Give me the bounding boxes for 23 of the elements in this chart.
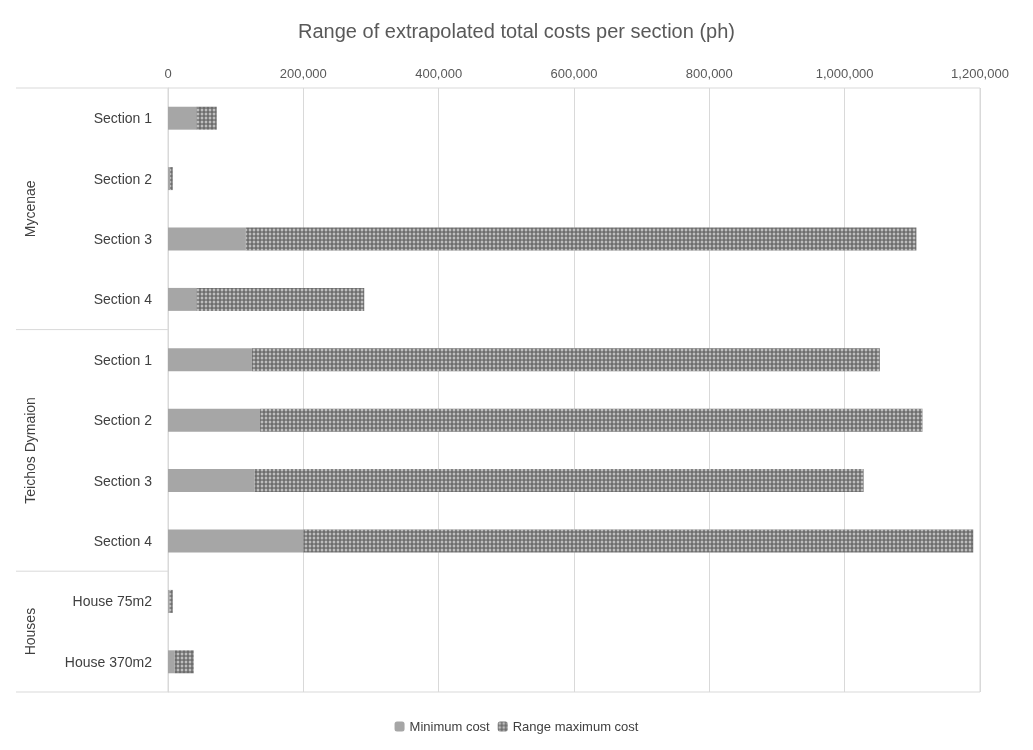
legend-label: Minimum cost (409, 719, 491, 734)
x-tick-label: 200,000 (279, 66, 327, 81)
x-tick-label: 1,000,000 (815, 66, 874, 81)
x-tick-label: 600,000 (550, 66, 598, 81)
y-tick-label: Section 1 (93, 351, 153, 368)
y-tick-label: Section 1 (93, 110, 153, 127)
chart-title: Range of extrapolated total costs per section (ph) (298, 20, 735, 42)
text: Houses (22, 607, 38, 656)
y-tick-label: Section 3 (93, 231, 153, 247)
y-tick-label: Section 2 (93, 170, 153, 187)
y-tick-label: Section 3 (93, 472, 153, 489)
x-tick-label: 1,200,000 (951, 66, 1009, 81)
legend-label: Range maximum cost (512, 719, 639, 734)
y-tick-label: Section 4 (93, 291, 153, 308)
y-tick-label: House 370m2 (64, 653, 153, 670)
x-tick-label: 800,000 (685, 66, 733, 81)
y-tick-label: House 75m2 (72, 593, 153, 610)
y-tick-label: Section 2 (93, 412, 153, 429)
y-tick-label: Section 4 (93, 533, 153, 549)
x-tick-label: 0 (164, 66, 172, 81)
x-tick-label: 400,000 (415, 66, 463, 81)
text: Mycenae (22, 180, 38, 238)
text: Teichos Dymaion (22, 397, 38, 504)
